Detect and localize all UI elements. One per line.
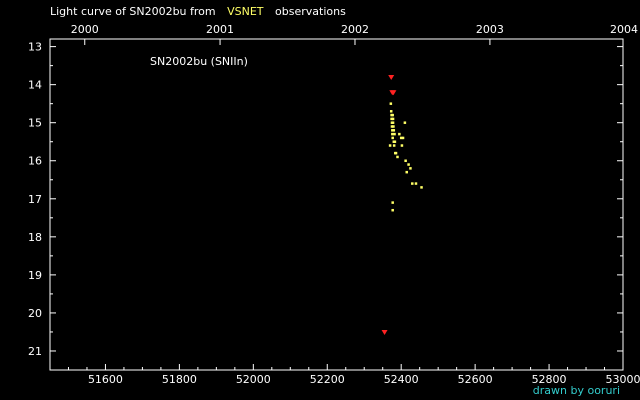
title-part-2: observations: [275, 5, 346, 18]
x-tick-label: 52400: [384, 373, 419, 386]
observation-point: [392, 144, 396, 147]
title-part-1: Light curve of SN2002bu from: [50, 5, 216, 18]
observation-point: [391, 208, 394, 212]
observation-point: [407, 163, 410, 166]
observation-point: [420, 186, 423, 189]
upper-limit-mark: [381, 329, 388, 335]
top-tick-label: 2001: [206, 23, 234, 36]
upper-limit-mark: [388, 75, 395, 81]
data-points: [381, 75, 423, 335]
observation-point: [391, 132, 394, 136]
x-tick-label: 52000: [236, 373, 271, 386]
observation-point: [391, 113, 394, 117]
observation-point: [390, 117, 393, 121]
x-tick-label: 51800: [162, 373, 197, 386]
observation-point: [411, 182, 414, 185]
x-tick-label: 51600: [88, 373, 123, 386]
observation-point: [392, 125, 395, 128]
x-tick-label: 53000: [606, 373, 640, 386]
y-tick-label: 17: [28, 193, 42, 206]
chart-title: Light curve of SN2002bu from VSNET obser…: [50, 5, 346, 18]
top-tick-label: 2000: [71, 23, 99, 36]
observation-point: [390, 125, 394, 128]
plot-frame: [49, 38, 624, 371]
observation-point: [391, 129, 394, 132]
y-tick-label: 15: [28, 117, 42, 130]
observation-point: [391, 201, 394, 204]
observation-point: [389, 102, 393, 105]
x-tick-label: 52600: [458, 373, 493, 386]
top-tick-label: 2004: [610, 23, 638, 36]
observation-point: [391, 136, 394, 140]
y-tick-label: 16: [28, 155, 42, 168]
observation-point: [414, 182, 418, 185]
observation-point: [401, 136, 405, 140]
observation-point: [392, 129, 396, 132]
observation-point: [399, 136, 403, 140]
x-tick-label: 52200: [310, 373, 345, 386]
observation-point: [391, 117, 395, 121]
observation-point: [388, 144, 392, 147]
observation-point: [393, 132, 396, 136]
observation-point: [398, 132, 401, 136]
observation-point: [393, 140, 397, 143]
observation-point: [394, 151, 398, 155]
y-tick-label: 14: [28, 79, 42, 92]
y-tick-label: 13: [28, 41, 42, 54]
observation-point: [391, 121, 395, 124]
y-tick-label: 20: [28, 307, 42, 320]
y-tick-label: 18: [28, 231, 42, 244]
observation-point: [403, 121, 407, 124]
observation-point: [400, 144, 404, 147]
observation-point: [396, 155, 399, 159]
top-tick-label: 2003: [476, 23, 504, 36]
credit-text: drawn by ooruri: [533, 384, 620, 397]
axis-ticks: 51600 51800 52000 52200 52400 52600 52800 53000…: [28, 23, 640, 386]
y-tick-label: 21: [28, 345, 42, 358]
title-part-vsnet: VSNET: [227, 5, 264, 18]
top-tick-label: 2002: [341, 23, 369, 36]
upper-limit-mark: [390, 90, 397, 96]
observation-point: [389, 110, 393, 113]
object-label: SN2002bu (SNIIn): [150, 55, 248, 68]
x-tick-label: 52800: [532, 373, 567, 386]
observation-point: [405, 170, 408, 174]
observation-point: [409, 167, 412, 170]
observation-point: [404, 159, 407, 162]
y-tick-label: 19: [28, 269, 42, 282]
